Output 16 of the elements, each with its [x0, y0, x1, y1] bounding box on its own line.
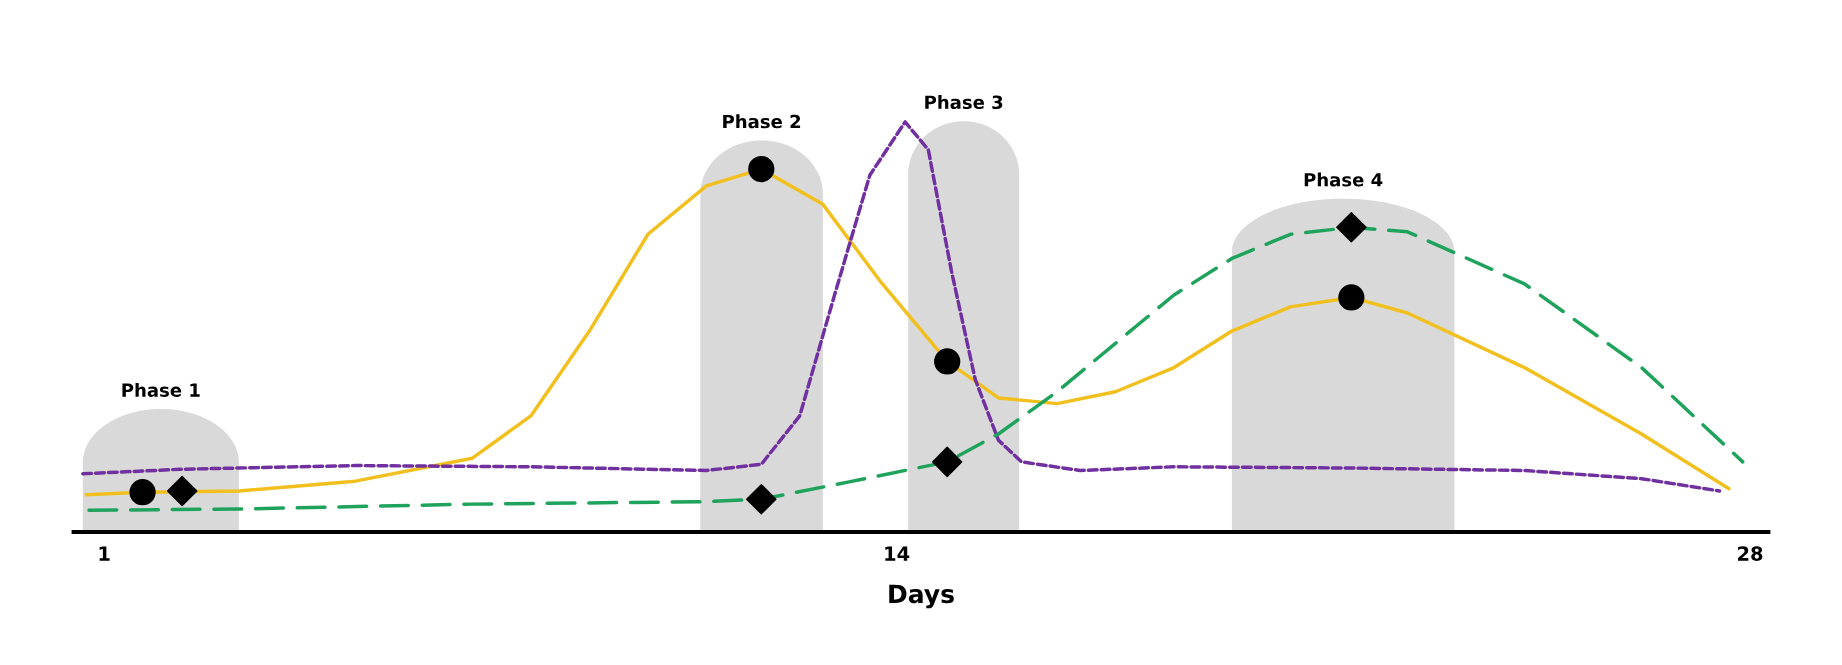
band-label: Phase 1	[122, 382, 200, 397]
band-label: Phase 2	[723, 114, 801, 129]
point	[1338, 284, 1365, 311]
point	[129, 479, 156, 506]
band-label: Phase 3	[925, 95, 1003, 110]
point	[166, 475, 198, 507]
point	[934, 348, 961, 375]
point	[1336, 212, 1367, 243]
band-label: Phase 4	[1304, 172, 1383, 187]
point	[748, 155, 775, 183]
point	[746, 483, 777, 515]
x-tick-label: 28	[1738, 546, 1763, 561]
x-tick-label: 14	[885, 546, 910, 561]
point	[931, 446, 963, 478]
x-axis-title: Days	[889, 584, 954, 609]
x-tick-label: 1	[99, 546, 110, 561]
